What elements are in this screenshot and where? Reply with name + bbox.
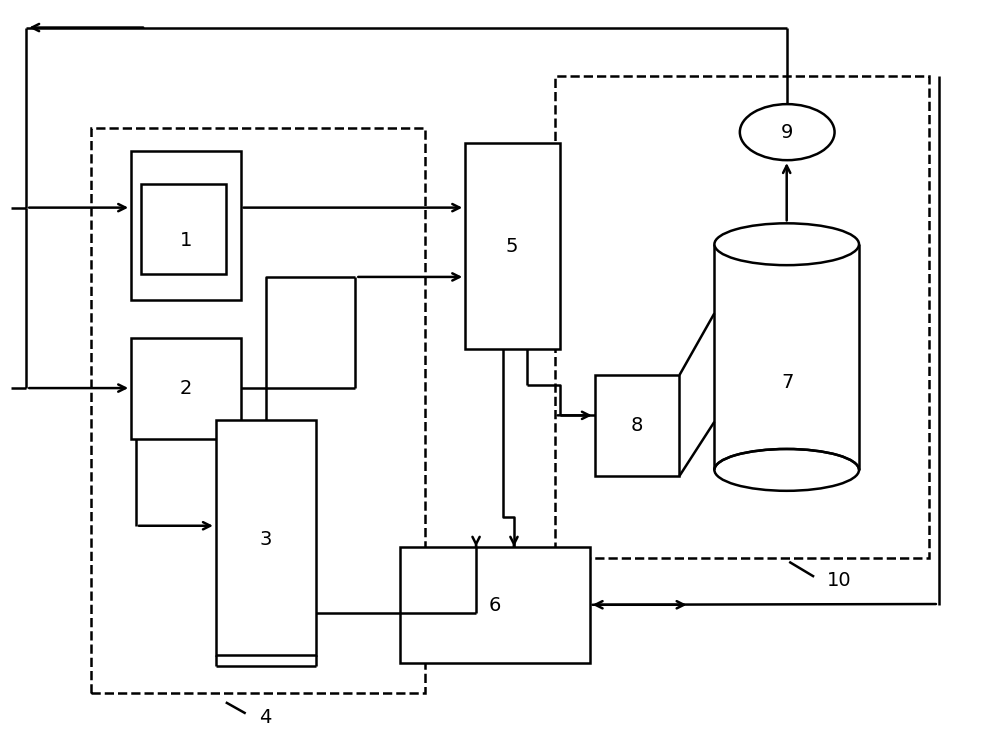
Text: 5: 5 <box>506 237 518 256</box>
Text: 7: 7 <box>781 373 793 392</box>
Bar <box>595 375 679 476</box>
Bar <box>91 128 425 692</box>
Text: 6: 6 <box>489 596 501 615</box>
Text: 2: 2 <box>180 379 192 398</box>
Bar <box>131 151 241 300</box>
Text: 8: 8 <box>630 416 643 435</box>
Bar <box>465 143 560 349</box>
Text: 9: 9 <box>781 123 793 142</box>
Text: 4: 4 <box>259 708 272 727</box>
Text: 3: 3 <box>259 530 272 549</box>
Bar <box>400 547 590 663</box>
Ellipse shape <box>740 104 835 160</box>
Ellipse shape <box>715 451 858 489</box>
Text: 1: 1 <box>180 231 192 250</box>
Bar <box>141 184 226 274</box>
Ellipse shape <box>714 449 859 491</box>
Text: 10: 10 <box>827 571 851 590</box>
Ellipse shape <box>714 224 859 266</box>
Bar <box>131 338 241 439</box>
Bar <box>216 420 316 656</box>
Bar <box>555 76 929 558</box>
